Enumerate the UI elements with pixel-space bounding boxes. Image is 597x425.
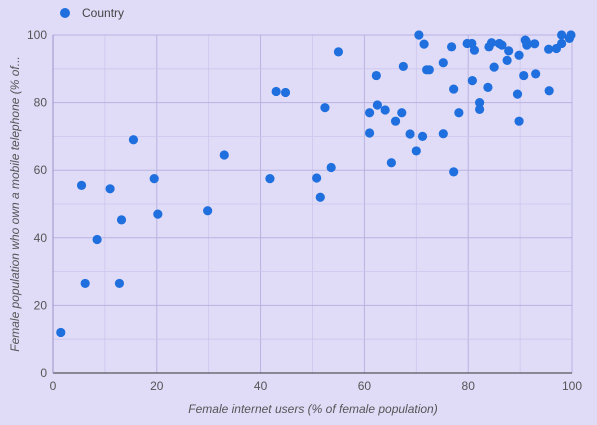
data-point — [446, 42, 457, 52]
x-tick-label: 60 — [358, 379, 372, 393]
data-point — [414, 30, 424, 40]
data-point — [544, 86, 554, 96]
data-point — [271, 86, 281, 97]
data-points — [56, 30, 576, 338]
legend-marker — [60, 8, 70, 18]
data-point — [405, 129, 415, 139]
data-point — [114, 278, 125, 289]
data-point — [566, 30, 576, 40]
data-point — [398, 61, 408, 72]
data-point — [116, 215, 127, 225]
data-point — [128, 135, 139, 145]
data-point — [312, 173, 322, 183]
data-point — [489, 62, 499, 72]
data-point — [153, 209, 163, 219]
data-point — [502, 55, 512, 65]
data-point — [514, 116, 524, 126]
data-point — [92, 234, 102, 245]
data-point — [531, 69, 541, 79]
data-point — [497, 40, 507, 50]
x-tick-label: 80 — [462, 379, 476, 393]
x-tick-label: 100 — [562, 379, 582, 393]
data-point — [544, 44, 554, 54]
data-point — [333, 47, 344, 57]
x-tick-label: 20 — [150, 379, 164, 393]
y-tick-label: 20 — [34, 298, 48, 312]
x-axis-title: Female internet users (% of female popul… — [188, 402, 437, 416]
legend-label: Country — [82, 6, 124, 20]
data-point — [320, 103, 330, 113]
y-tick-label: 60 — [34, 163, 48, 177]
data-point — [80, 278, 90, 289]
data-point — [265, 174, 275, 184]
data-point — [557, 30, 567, 40]
y-tick-label: 40 — [34, 231, 48, 245]
data-point — [280, 87, 291, 98]
data-point — [454, 108, 464, 118]
data-point — [203, 206, 213, 216]
data-point — [386, 158, 396, 168]
data-point — [326, 162, 336, 173]
data-point — [504, 46, 514, 56]
data-point — [530, 39, 540, 49]
data-point — [364, 128, 375, 138]
data-point — [380, 105, 390, 115]
data-point — [449, 167, 459, 177]
grid — [52, 34, 573, 374]
x-tick-label: 0 — [50, 379, 57, 393]
data-point — [469, 45, 480, 55]
data-point — [486, 38, 497, 48]
data-point — [449, 84, 459, 94]
y-tick-label: 80 — [34, 96, 48, 110]
data-point — [438, 58, 448, 68]
data-point — [149, 174, 159, 184]
data-point — [475, 98, 485, 108]
data-point — [521, 37, 531, 47]
data-point — [411, 146, 421, 156]
data-point — [56, 327, 66, 338]
data-point — [417, 131, 428, 141]
data-point — [512, 89, 523, 99]
data-point — [372, 100, 382, 110]
axes: 0 20 40 60 80 100 0 20 40 60 80 100 — [27, 28, 582, 393]
data-point — [514, 50, 524, 60]
data-point — [519, 70, 529, 81]
y-axis-title: Female population who own a mobile telep… — [8, 56, 22, 352]
data-point — [371, 70, 381, 81]
data-point — [419, 39, 429, 49]
data-point — [219, 150, 229, 160]
legend: Country — [60, 6, 124, 20]
x-tick-label: 40 — [254, 379, 268, 393]
data-point — [76, 180, 87, 191]
data-point — [315, 192, 325, 202]
data-point — [483, 82, 493, 92]
y-tick-label: 100 — [27, 28, 47, 42]
data-point — [397, 108, 407, 118]
data-point — [424, 65, 434, 75]
data-point — [390, 116, 401, 126]
data-point — [557, 38, 567, 49]
data-point — [467, 76, 477, 86]
data-point — [105, 184, 115, 194]
data-point — [438, 129, 448, 139]
data-point — [364, 108, 375, 118]
data-point — [475, 104, 485, 114]
y-tick-label: 0 — [40, 366, 47, 380]
